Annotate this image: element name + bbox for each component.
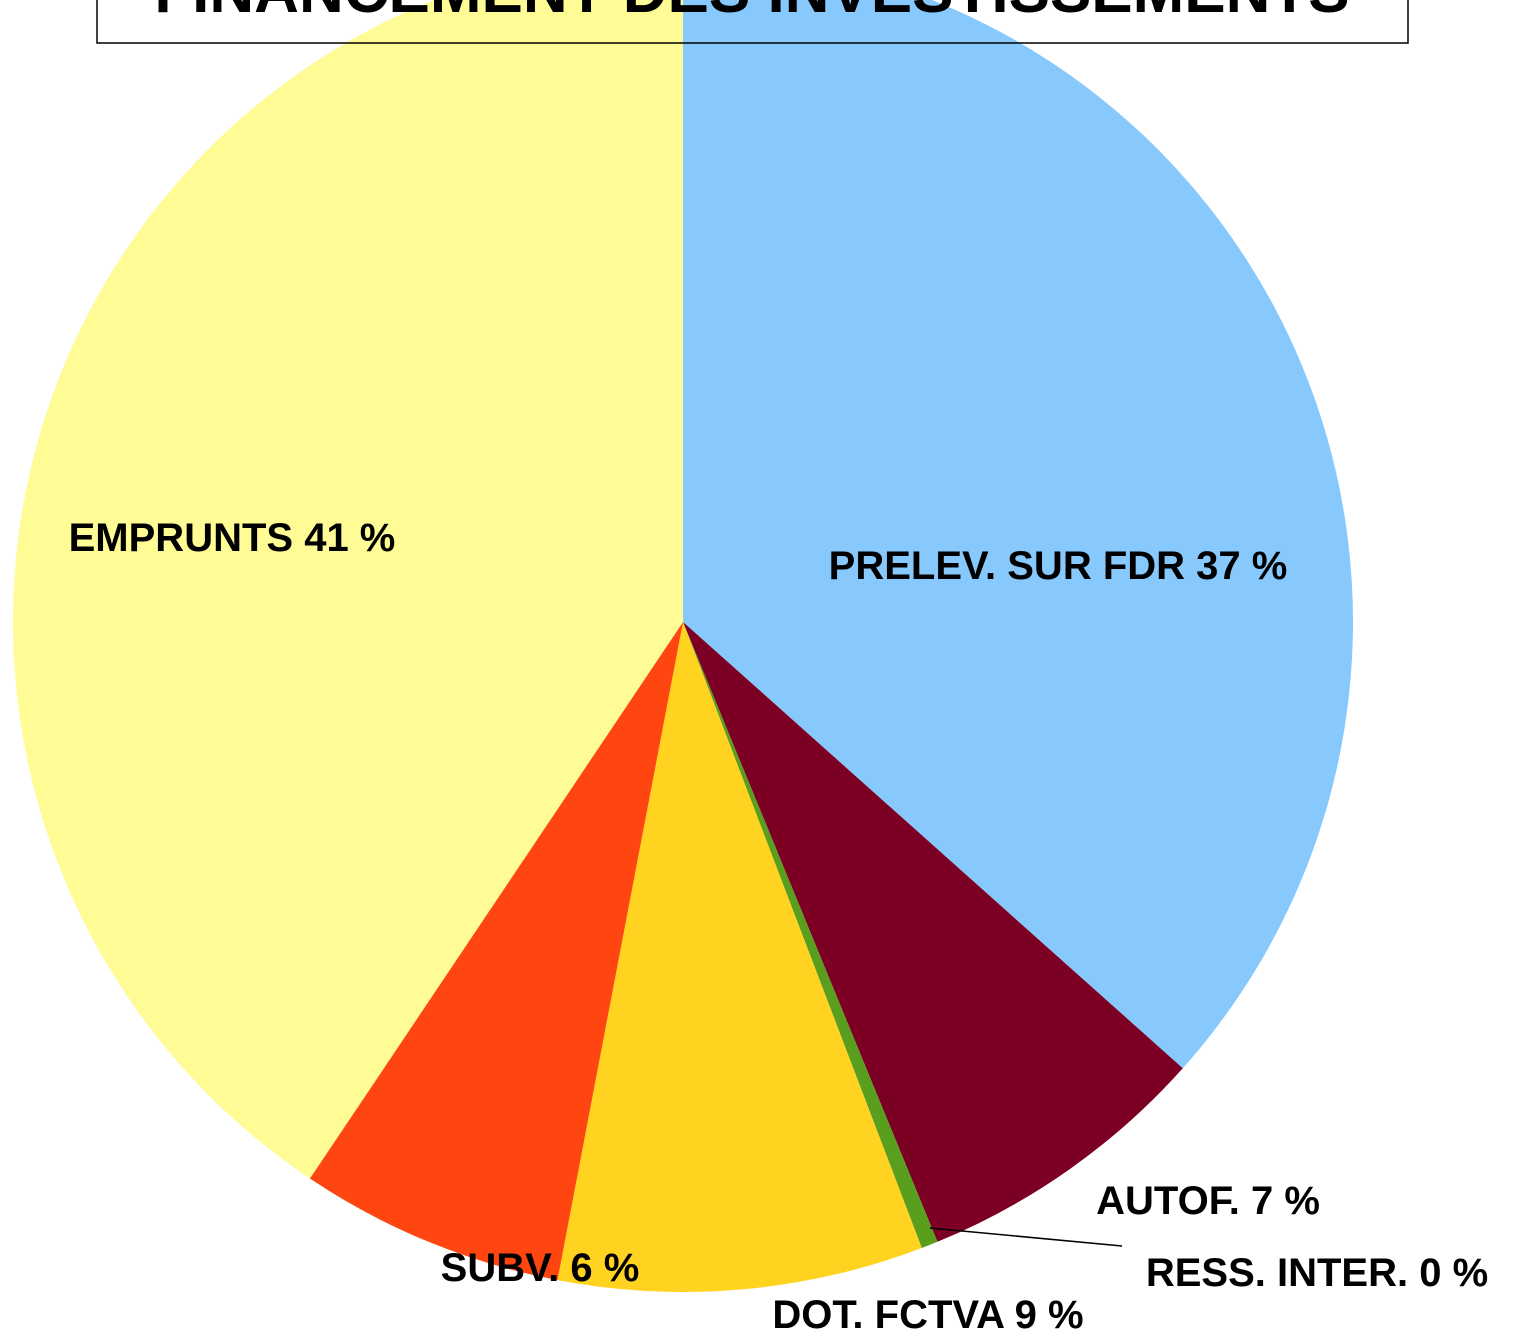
pie-slice	[683, 622, 938, 1249]
category-label: DOT. FCTVA	[772, 1293, 1004, 1337]
slice-label: EMPRUNTS 41 %	[69, 516, 396, 560]
value-label: 0 %	[1419, 1251, 1488, 1295]
slice-label: PRELEV. SUR FDR 37 %	[829, 544, 1288, 588]
slice-label: RESS. INTER. 0 %	[1146, 1251, 1488, 1295]
category-label: AUTOF.	[1096, 1179, 1240, 1223]
leader-line	[929, 1227, 1123, 1247]
value-label: 7 %	[1251, 1179, 1320, 1223]
pie-slice	[683, 622, 1183, 1242]
value-label: 9 %	[1015, 1293, 1084, 1337]
pie-slice	[13, 0, 683, 1179]
slice-label: DOT. FCTVA 9 %	[772, 1293, 1083, 1337]
pie-slice	[309, 622, 683, 1281]
category-label: SUBV.	[441, 1246, 560, 1290]
value-label: 37 %	[1196, 544, 1287, 588]
pie-slice	[557, 622, 922, 1292]
category-label: EMPRUNTS	[69, 516, 293, 560]
slice-label: AUTOF. 7 %	[1096, 1179, 1320, 1223]
category-label: RESS. INTER.	[1146, 1251, 1408, 1295]
pie-slice	[683, 0, 1353, 1069]
title-box	[96, 0, 1409, 44]
value-label: 41 %	[304, 516, 395, 560]
value-label: 6 %	[570, 1246, 639, 1290]
chart-title: FINANCEMENT DES INVESTISSEMENTS	[154, 0, 1349, 26]
category-label: PRELEV. SUR FDR	[829, 544, 1185, 588]
pie	[13, 0, 1353, 1292]
slice-label: SUBV. 6 %	[441, 1246, 640, 1290]
